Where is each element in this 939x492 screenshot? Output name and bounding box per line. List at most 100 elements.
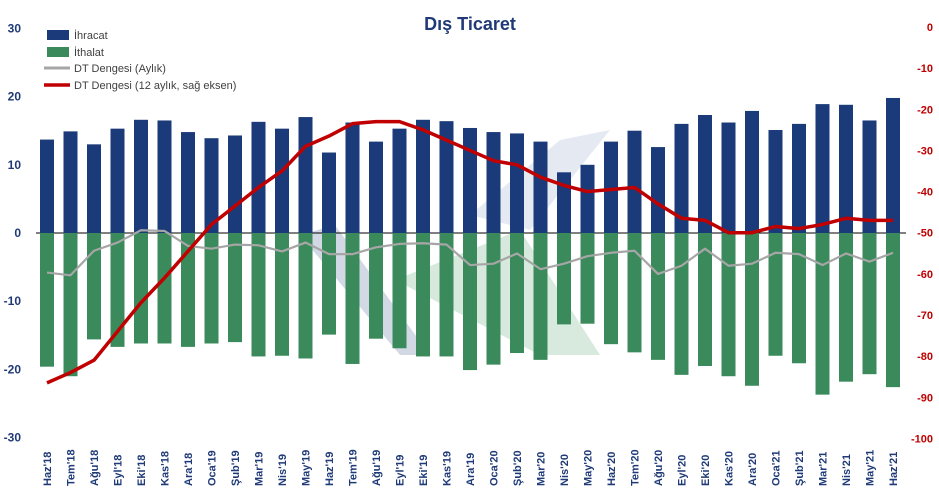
x-tick-label: Ara'18: [183, 453, 195, 486]
x-tick-label: Oca'21: [771, 450, 783, 486]
import-bar: [157, 233, 172, 344]
x-tick-label: Mar'19: [254, 452, 266, 486]
left-tick-label: 10: [8, 158, 22, 172]
export-bar: [110, 128, 125, 233]
import-bar: [463, 233, 477, 371]
x-tick-label: Oca'19: [207, 450, 219, 486]
import-bar: [40, 233, 54, 367]
export-bar: [157, 120, 172, 233]
right-tick-label: -20: [917, 104, 933, 116]
x-tick-label: Oca'20: [489, 450, 501, 486]
import-bar: [862, 233, 877, 375]
left-tick-label: 20: [8, 90, 22, 104]
import-bar: [745, 233, 759, 386]
import-bar: [533, 233, 548, 360]
x-tick-label: Ara'19: [465, 453, 477, 486]
export-bar: [698, 115, 712, 233]
x-tick-label: Tem'19: [348, 449, 360, 486]
export-bars: [40, 97, 900, 234]
right-tick-label: 0: [927, 22, 933, 34]
export-bar: [40, 139, 54, 233]
import-bar: [580, 233, 595, 324]
import-bar: [251, 233, 266, 357]
import-bar: [674, 233, 689, 375]
export-bar: [674, 123, 689, 233]
export-bar: [369, 141, 383, 233]
x-tick-label: Nis'20: [559, 454, 571, 486]
x-tick-label: Haz'20: [606, 452, 618, 486]
x-tick-label: Eki'18: [136, 455, 148, 486]
x-tick-label: Tem'20: [630, 449, 642, 486]
import-bar: [439, 233, 454, 357]
right-tick-label: -80: [917, 351, 933, 363]
right-tick-label: -70: [917, 310, 933, 322]
balance-lines: [46, 119, 894, 385]
import-bar: [604, 233, 618, 345]
export-bar: [275, 128, 289, 233]
export-bar: [768, 130, 783, 233]
x-tick-label: Eyl'19: [395, 455, 407, 486]
export-bar: [839, 104, 853, 233]
x-tick-label: May'21: [865, 450, 877, 486]
import-bar: [486, 233, 501, 365]
export-bar: [510, 133, 524, 233]
right-tick-label: -10: [917, 63, 933, 75]
right-tick-label: -90: [917, 392, 933, 404]
export-bar: [557, 172, 571, 233]
right-tick-label: -40: [917, 187, 933, 199]
x-tick-label: Eki'20: [700, 455, 712, 486]
import-bar: [651, 233, 665, 360]
export-bar: [181, 132, 195, 233]
import-bar: [204, 233, 219, 344]
import-bar: [134, 233, 148, 344]
export-bar: [862, 120, 877, 233]
export-bar: [745, 110, 759, 233]
import-bar: [416, 233, 430, 357]
export-bar: [886, 97, 900, 234]
left-tick-label: -10: [4, 294, 22, 308]
import-bar: [275, 233, 289, 356]
x-tick-label: Tem'18: [66, 449, 78, 486]
x-tick-label: Mar'21: [818, 452, 830, 486]
export-bar: [627, 130, 642, 233]
import-bar: [392, 233, 407, 349]
export-bar: [63, 131, 78, 233]
import-bar: [63, 233, 78, 377]
export-bar: [721, 122, 736, 233]
x-axis: Haz'18 Tem'18 Ağu'18 Eyl'18 Eki'18 Kas'18 Ara'…: [42, 449, 900, 486]
import-bar: [815, 233, 830, 395]
export-bar: [204, 138, 219, 233]
monthly-balance-line: [46, 229, 894, 277]
export-bar: [416, 119, 430, 233]
legend-swatch-ithalat: [47, 47, 69, 57]
import-bar: [698, 233, 712, 366]
export-bar: [251, 121, 266, 233]
export-bar: [298, 117, 313, 233]
export-bar: [228, 135, 242, 233]
export-bar: [322, 152, 336, 233]
left-tick-label: 30: [8, 21, 22, 35]
x-tick-label: May'19: [301, 450, 313, 486]
x-tick-label: Haz'21: [888, 452, 900, 486]
import-bar: [369, 233, 383, 339]
export-bar: [604, 141, 618, 233]
x-tick-label: Şub'21: [794, 450, 806, 486]
export-bar: [580, 164, 595, 233]
legend-label-aylik: DT Dengesi (Aylık): [74, 63, 166, 75]
export-bar: [792, 123, 806, 233]
legend-label-12aylik: DT Dengesi (12 aylık, sağ eksen): [74, 80, 236, 92]
import-bar: [839, 233, 853, 382]
import-bar: [322, 233, 336, 335]
export-bar: [87, 144, 101, 233]
x-tick-label: Haz'19: [324, 452, 336, 486]
export-bar: [463, 127, 477, 233]
legend-label-ihracat: İhracat: [74, 29, 108, 42]
export-bar: [486, 132, 501, 233]
x-tick-label: Ağu'20: [653, 450, 665, 486]
import-bar: [721, 233, 736, 377]
x-tick-label: Mar'20: [536, 452, 548, 486]
export-bar: [651, 147, 665, 233]
export-bar: [134, 119, 148, 233]
x-tick-label: Kas'18: [160, 451, 172, 486]
export-bar: [392, 128, 407, 233]
